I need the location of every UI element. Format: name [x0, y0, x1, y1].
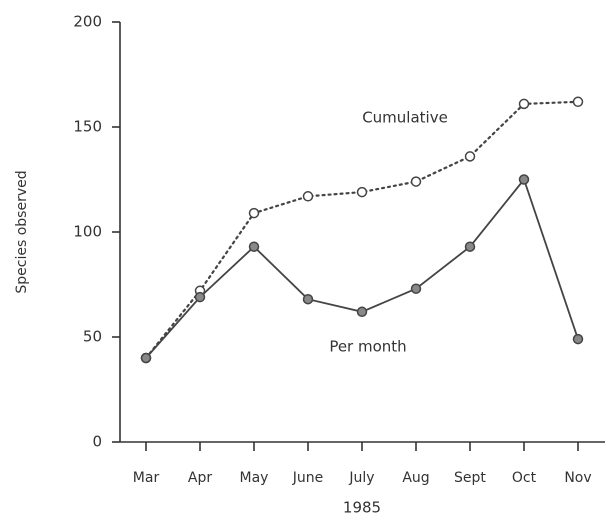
x-tick-label: Sept: [454, 470, 486, 486]
data-point: [356, 306, 368, 318]
x-tick-label: Oct: [512, 470, 537, 486]
x-tick-label: July: [348, 470, 374, 486]
x-tick-label: Nov: [564, 470, 591, 486]
y-tick-label: 50: [83, 328, 102, 346]
series-label: Cumulative: [362, 109, 448, 127]
y-tick-label: 0: [92, 433, 102, 451]
data-point: [572, 333, 584, 345]
data-point: [518, 98, 530, 110]
data-point: [518, 174, 530, 185]
data-point: [140, 352, 152, 364]
data-point: [464, 151, 476, 162]
data-point: [572, 96, 584, 108]
y-axis-label: Species observed: [14, 170, 30, 293]
series-label: Per month: [329, 338, 406, 356]
x-tick-label: Aug: [402, 470, 429, 486]
x-tick-label: June: [292, 470, 324, 486]
x-tick-label: Apr: [188, 470, 212, 486]
x-tick-label: Mar: [133, 470, 160, 486]
series-line: [145, 177, 579, 359]
series-line: [144, 100, 580, 360]
data-point: [302, 293, 314, 305]
data-point: [410, 176, 422, 187]
x-tick-label: May: [240, 470, 269, 486]
data-point: [410, 283, 422, 294]
y-tick-label: 150: [73, 118, 102, 136]
x-axis-label: 1985: [343, 499, 381, 517]
data-point: [356, 186, 368, 198]
data-point: [194, 291, 206, 303]
data-point: [302, 191, 314, 202]
y-tick-label: 100: [73, 223, 102, 241]
data-point: [464, 241, 476, 252]
y-tick-label: 200: [73, 13, 102, 31]
data-point: [248, 241, 260, 252]
data-point: [248, 207, 260, 219]
